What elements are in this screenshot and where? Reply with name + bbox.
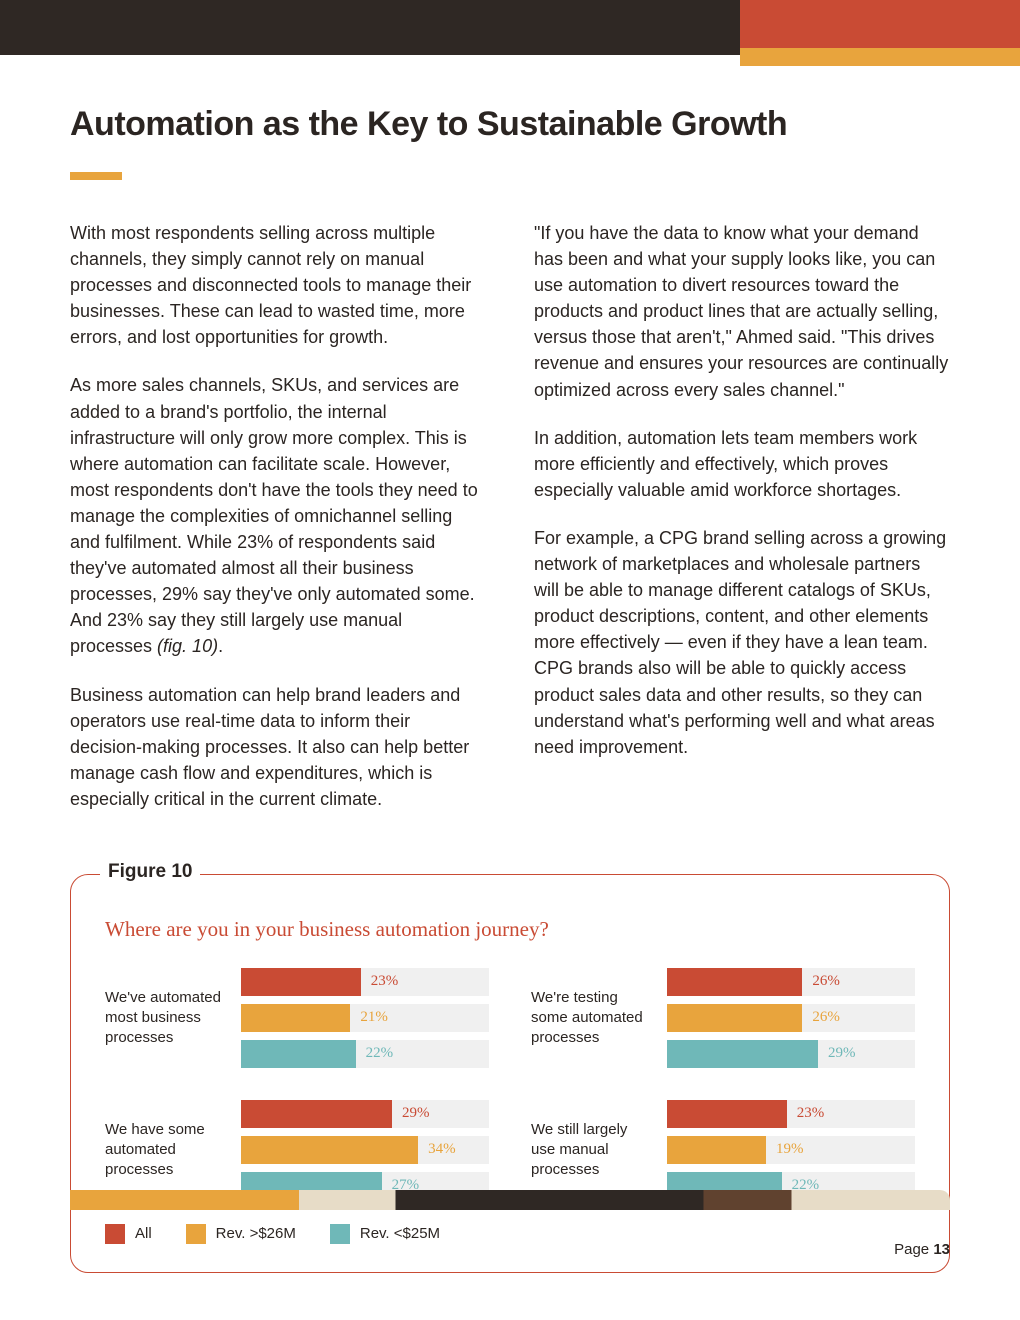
- body-text: As more sales channels, SKUs, and servic…: [70, 375, 478, 656]
- page-content: Automation as the Key to Sustainable Gro…: [0, 55, 1020, 1273]
- bar-track: 29%: [667, 1040, 915, 1068]
- chart-block-label: We're testing some automated processes: [531, 988, 649, 1049]
- bar-track: 29%: [241, 1100, 489, 1128]
- bar-value-label: 34%: [418, 1136, 456, 1164]
- chart-legend: All Rev. >$26M Rev. <$25M: [105, 1224, 915, 1244]
- legend-swatch-all: [105, 1224, 125, 1244]
- bar-fill-high: [667, 1004, 802, 1032]
- figure-question: Where are you in your business automatio…: [105, 917, 915, 942]
- bar-track: 23%: [667, 1100, 915, 1128]
- banner-dark-block: [0, 0, 740, 55]
- banner-yellow-strip: [740, 48, 1020, 66]
- accent-bar: [70, 172, 122, 180]
- page-title: Automation as the Key to Sustainable Gro…: [70, 105, 950, 144]
- chart-bars: 29%34%27%: [241, 1100, 489, 1200]
- chart-bars: 23% 21% 22%: [241, 968, 489, 1068]
- bar-fill-low: [667, 1040, 818, 1068]
- chart-block: We've automated most business processes 2…: [105, 968, 489, 1068]
- bar-fill-low: [241, 1040, 356, 1068]
- legend-label: Rev. <$25M: [360, 1225, 440, 1242]
- legend-item-all: All: [105, 1224, 152, 1244]
- chart-grid: We've automated most business processes 2…: [105, 968, 915, 1200]
- bar-track: 26%: [667, 1004, 915, 1032]
- bar-fill-high: [667, 1136, 766, 1164]
- body-column-right: "If you have the data to know what your …: [534, 220, 950, 834]
- legend-swatch-low: [330, 1224, 350, 1244]
- body-text: .: [218, 636, 223, 656]
- top-banner: [0, 0, 1020, 55]
- chart-bars: 26% 26% 29%: [667, 968, 915, 1068]
- bar-track: 22%: [241, 1040, 489, 1068]
- bar-track: 21%: [241, 1004, 489, 1032]
- page-number-value: 13: [933, 1241, 950, 1258]
- legend-swatch-high: [186, 1224, 206, 1244]
- chart-block-label: We've automated most business processes: [105, 988, 223, 1049]
- figure-box: Where are you in your business automatio…: [70, 874, 950, 1273]
- body-paragraph: In addition, automation lets team member…: [534, 425, 950, 503]
- bar-fill-all: [667, 1100, 787, 1128]
- footer-decorative-stripe: [70, 1190, 950, 1210]
- bar-track: 34%: [241, 1136, 489, 1164]
- legend-item-high: Rev. >$26M: [186, 1224, 296, 1244]
- bar-value-label: 26%: [802, 1004, 840, 1032]
- bar-fill-high: [241, 1136, 418, 1164]
- page-number: Page 13: [894, 1241, 950, 1258]
- bar-value-label: 21%: [350, 1004, 388, 1032]
- chart-block: We still largely use manual processes 23%…: [531, 1100, 915, 1200]
- banner-red-block: [740, 0, 1020, 55]
- page-label: Page: [894, 1241, 933, 1258]
- chart-block: We're testing some automated processes 26…: [531, 968, 915, 1068]
- bar-value-label: 29%: [818, 1040, 856, 1068]
- chart-block-label: We still largely use manual processes: [531, 1120, 649, 1181]
- chart-block: We have some automated processes 29%34%27…: [105, 1100, 489, 1200]
- figure-label: Figure 10: [100, 861, 200, 883]
- bar-value-label: 22%: [356, 1040, 394, 1068]
- body-paragraph: Business automation can help brand leade…: [70, 682, 486, 812]
- body-paragraph: As more sales channels, SKUs, and servic…: [70, 372, 486, 659]
- bar-value-label: 29%: [392, 1100, 430, 1128]
- body-paragraph: "If you have the data to know what your …: [534, 220, 950, 403]
- bar-fill-high: [241, 1004, 350, 1032]
- bar-fill-all: [241, 1100, 392, 1128]
- legend-label: All: [135, 1225, 152, 1242]
- body-paragraph: With most respondents selling across mul…: [70, 220, 486, 350]
- chart-block-label: We have some automated processes: [105, 1120, 223, 1181]
- body-paragraph: For example, a CPG brand selling across …: [534, 525, 950, 760]
- legend-item-low: Rev. <$25M: [330, 1224, 440, 1244]
- bar-track: 19%: [667, 1136, 915, 1164]
- bar-value-label: 23%: [787, 1100, 825, 1128]
- figure-10: Figure 10 Where are you in your business…: [70, 874, 950, 1273]
- bar-value-label: 23%: [361, 968, 399, 996]
- figure-reference: (fig. 10): [157, 636, 218, 656]
- bar-fill-all: [667, 968, 802, 996]
- bar-fill-all: [241, 968, 361, 996]
- bar-value-label: 26%: [802, 968, 840, 996]
- body-columns: With most respondents selling across mul…: [70, 220, 950, 834]
- body-column-left: With most respondents selling across mul…: [70, 220, 486, 834]
- bar-track: 26%: [667, 968, 915, 996]
- chart-bars: 23%19%22%: [667, 1100, 915, 1200]
- legend-label: Rev. >$26M: [216, 1225, 296, 1242]
- bar-value-label: 19%: [766, 1136, 804, 1164]
- bar-track: 23%: [241, 968, 489, 996]
